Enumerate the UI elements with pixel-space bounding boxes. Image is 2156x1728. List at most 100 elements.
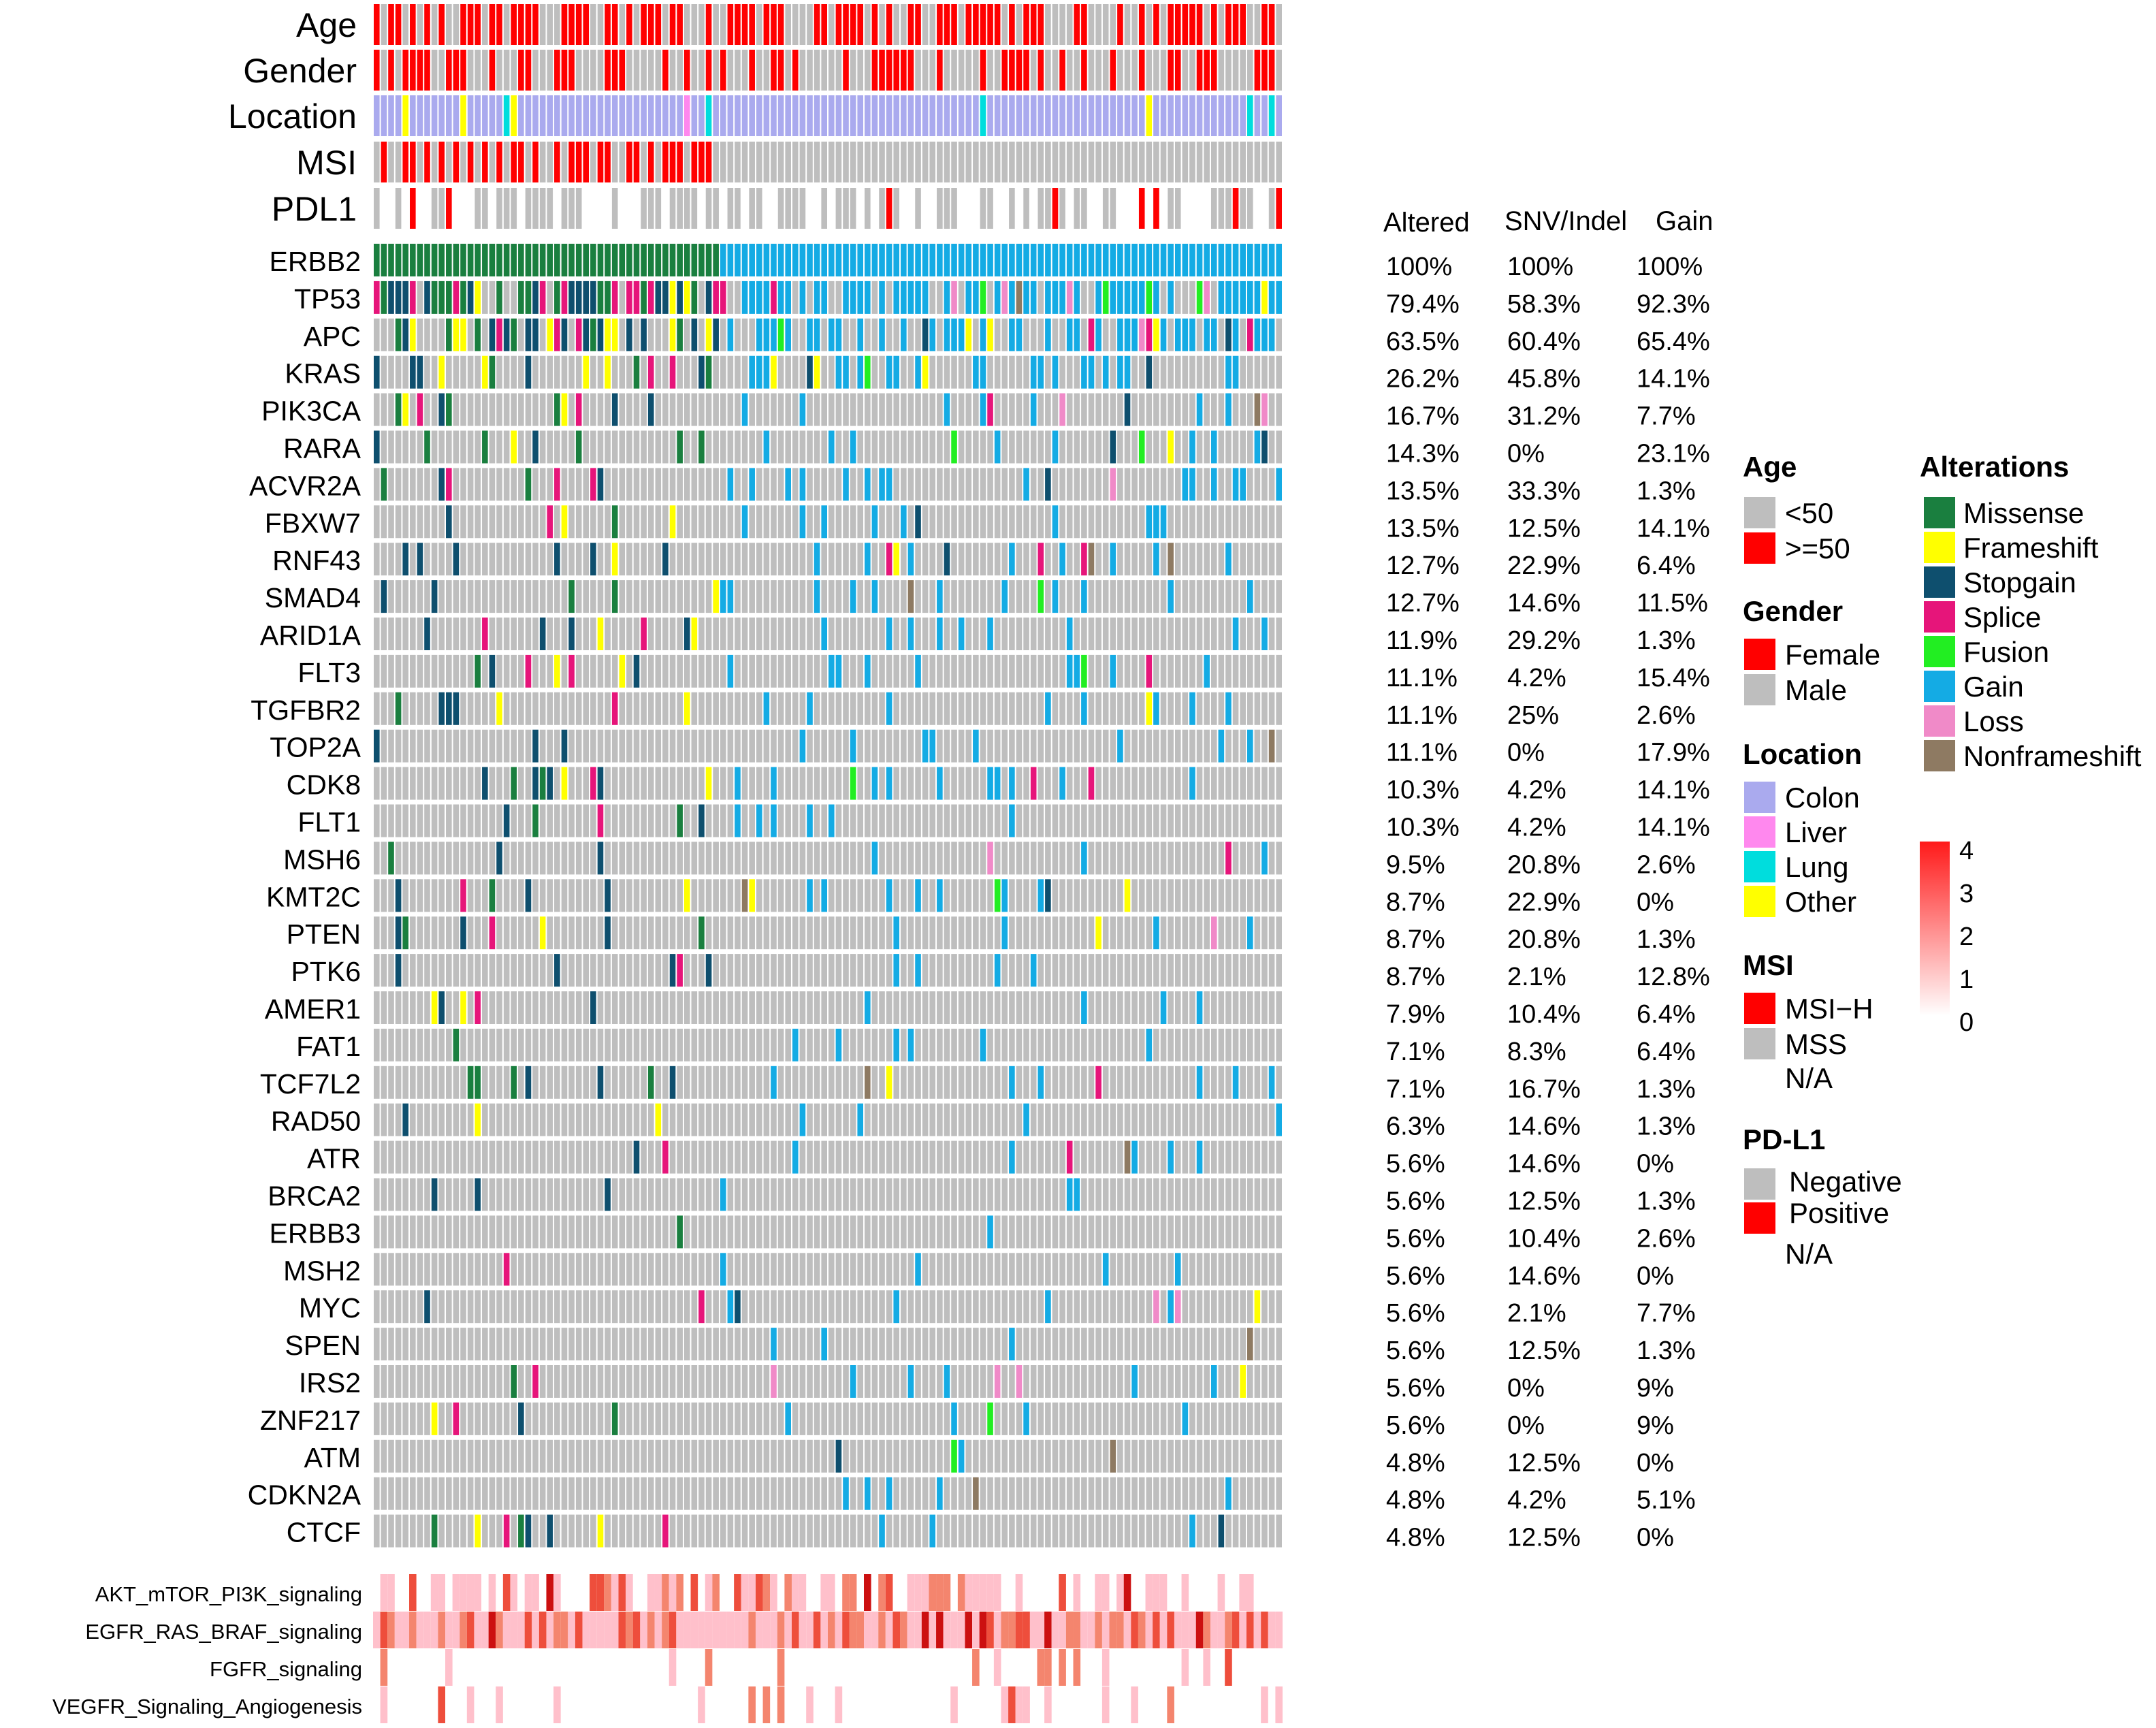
annotation-cell [431,142,438,182]
gene-cell [771,804,777,837]
annotation-cell [410,95,416,136]
gene-cell [677,318,683,351]
gene-cell [568,281,575,314]
gene-cell [973,767,979,800]
annotation-cell [1225,50,1232,91]
gene-cell [424,954,430,987]
gene-cell [561,654,568,688]
gene-cell [814,1066,820,1099]
gene-cell [857,729,864,763]
gene-cell [799,1328,806,1361]
gene-cell [626,1178,632,1211]
gene-cell [1246,468,1253,501]
gene-cell [410,430,416,464]
gene-cell [611,692,618,725]
gene-cell [431,1103,438,1136]
gene-cell [605,281,611,314]
gene-cell [1246,729,1253,763]
gene-cell [496,1066,502,1099]
gene-cell [388,355,394,389]
gene-cell [374,1253,380,1286]
gene-cell [821,1066,827,1099]
annotation-cell [611,142,618,182]
annotation-cell [1030,4,1037,45]
gene-cell [994,879,1001,912]
gene-cell [583,654,590,688]
annotation-cell [1268,142,1275,182]
gene-cell [763,692,770,725]
gene-cell [698,355,705,389]
gene-cell [575,505,582,539]
gene-cell [1225,954,1232,987]
gene-cell [1153,580,1159,613]
gene-cell [467,505,474,539]
gene-cell [871,580,878,613]
gene-cell [1124,1439,1131,1473]
gene-cell [735,1066,741,1099]
annotation-cell [857,4,864,45]
gene-cell [532,1140,538,1174]
gene-cell [929,1103,936,1136]
gene-cell [683,1514,690,1548]
gene-cell [922,244,929,276]
gene-cell [619,505,626,539]
gene-cell [799,879,806,912]
gene-cell [525,355,532,389]
gene-cell [1059,1477,1065,1510]
gene-cell [1218,393,1225,426]
gene-cell [799,1365,806,1398]
gene-cell [727,393,734,426]
gene-cell [1052,1328,1059,1361]
gene-cell [915,654,921,688]
gene-cell [850,654,856,688]
gene-cell [554,281,560,314]
annotation-cell [698,95,705,136]
gene-cell [807,281,813,314]
gene-cell [814,729,820,763]
gene-cell [843,916,849,950]
annotation-cell [792,95,799,136]
gene-cell [1225,729,1232,763]
gene-cell [1117,954,1123,987]
gene-cell [1225,1215,1232,1249]
annotation-cell [807,4,813,45]
gene-cell [828,804,835,837]
annotation-cell [756,95,762,136]
gene-cell [460,1253,466,1286]
gene-cell [677,244,683,276]
gene-cell [1023,1178,1029,1211]
gene-cell [821,879,827,912]
annotation-cell [1240,95,1246,136]
gene-cell [1146,618,1153,650]
gene-cell [1189,654,1195,688]
gene-cell [561,1066,568,1099]
annotation-cell [626,142,632,182]
gene-cell [835,505,842,539]
gene-cell [1045,281,1051,314]
gene-cell [735,692,741,725]
annotation-cell [1276,142,1282,182]
gene-cell [489,991,496,1024]
gene-cell [496,1477,502,1510]
gene-cell [1045,1028,1051,1061]
gene-cell [756,1514,762,1548]
gene-cell [814,654,820,688]
gene-cell [496,318,502,351]
gene-cell [705,468,712,501]
gene-cell [1016,1290,1023,1324]
gene-cell [388,1514,394,1548]
gene-cell [1218,1140,1225,1174]
gene-cell [698,1028,705,1061]
gene-cell [460,505,466,539]
gene-cell [987,1439,993,1473]
gene-cell [583,1290,590,1324]
gene-row-fat1 [374,1028,1282,1061]
gene-cell [1254,1365,1261,1398]
gene-cell [539,318,546,351]
gene-cell [1110,767,1116,800]
annotation-cell [1261,95,1268,136]
gene-cell [987,1402,993,1435]
gene-cell [1146,729,1153,763]
gene-cell [417,355,423,389]
gene-cell [879,1103,885,1136]
